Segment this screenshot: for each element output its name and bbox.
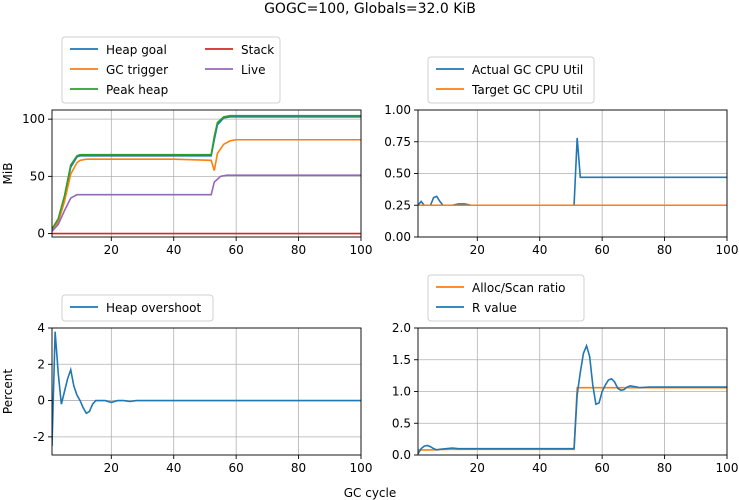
legend-label: Heap overshoot: [106, 301, 201, 315]
x-tick-label: 80: [657, 461, 672, 475]
series-line-gc-trigger: [52, 138, 361, 231]
x-tick-label: 40: [166, 461, 181, 475]
legend: Heap goal GC trigger Peak heap Stack Live: [61, 36, 281, 104]
x-tick-label: 80: [291, 461, 306, 475]
x-tick-label: 60: [595, 461, 610, 475]
series-line-heap-overshoot: [52, 331, 361, 446]
x-tick-label: 60: [229, 243, 244, 257]
x-tick-label: 20: [470, 243, 485, 257]
legend-label: GC trigger: [106, 63, 168, 77]
x-tick-label: 20: [104, 461, 119, 475]
y-axis-label: Percent: [1, 369, 15, 414]
x-tick-label: 40: [166, 243, 181, 257]
legend-box: [61, 294, 214, 322]
x-tick-label: 100: [350, 243, 373, 257]
chart-panel-3: 20 40 60 80 100 -2 0 2 4 Percent Heap overshoot: [1, 294, 373, 475]
y-tick-label: 2.0: [392, 321, 411, 335]
x-tick-label: 20: [104, 243, 119, 257]
series-line-peak-heap: [52, 114, 361, 230]
legend-box: [61, 36, 281, 104]
legend-label: R value: [472, 301, 517, 315]
x-tick-label: 60: [229, 461, 244, 475]
legend-label: Actual GC CPU Util: [472, 63, 583, 77]
x-tick-label: 40: [532, 461, 547, 475]
series-line-heap-goal: [52, 116, 361, 230]
y-tick-label: -2: [33, 430, 45, 444]
legend-label: Peak heap: [106, 83, 168, 97]
series-line-actual-gc-cpu-util: [418, 137, 727, 207]
x-tick-label: 20: [470, 461, 485, 475]
x-tick-label: 40: [532, 243, 547, 257]
legend-label: Heap goal: [106, 43, 167, 57]
y-tick-label: 0.5: [392, 416, 411, 430]
series-line-live: [52, 174, 361, 232]
chart-panel-2: 20 40 60 80 100 0.00 0.25 0.50 0.75 1.00 Actual GC…: [384, 56, 739, 257]
legend-box: [427, 274, 585, 322]
chart-panel-4: 20 40 60 80 100 0.0 0.5 1.0 1.5 2.0 Alloc/Scan rat…: [392, 274, 739, 475]
legend: Heap overshoot: [61, 294, 214, 322]
legend-label: Stack: [241, 43, 274, 57]
y-tick-label: 0: [37, 227, 45, 241]
legend: Alloc/Scan ratio R value: [427, 274, 585, 322]
x-tick-label: 80: [291, 243, 306, 257]
x-tick-label: 100: [716, 243, 739, 257]
legend: Actual GC CPU Util Target GC CPU Util: [427, 56, 595, 104]
series-line-r-value: [418, 343, 727, 455]
y-tick-label: 4: [37, 321, 45, 335]
y-tick-label: 0.25: [384, 198, 411, 212]
y-tick-label: 0.75: [384, 135, 411, 149]
chart-panel-1: 20 40 60 80 100 0 50 100 MiB Heap goal GC trigger P…: [1, 36, 373, 257]
legend-box: [427, 56, 595, 104]
series-line-alloc-scan-ratio: [418, 386, 727, 451]
legend-label: Target GC CPU Util: [471, 83, 583, 97]
x-tick-label: 60: [595, 243, 610, 257]
y-tick-label: 1.5: [392, 353, 411, 367]
y-tick-label: 0.50: [384, 167, 411, 181]
y-tick-label: 50: [30, 169, 45, 183]
legend-label: Alloc/Scan ratio: [472, 281, 566, 295]
plot-frame: [51, 327, 362, 456]
y-tick-label: 0.00: [384, 230, 411, 244]
y-tick-label: 0: [37, 394, 45, 408]
x-tick-label: 80: [657, 243, 672, 257]
y-tick-label: 100: [22, 112, 45, 126]
figure-title: GOGC=100, Globals=32.0 KiB: [264, 1, 476, 17]
legend-label: Live: [241, 63, 266, 77]
plot-frame: [51, 109, 362, 238]
x-axis-label: GC cycle: [344, 486, 397, 500]
y-axis-label: MiB: [1, 163, 15, 185]
x-tick-label: 100: [350, 461, 373, 475]
y-tick-label: 2: [37, 357, 45, 371]
y-tick-label: 1.00: [384, 103, 411, 117]
y-tick-label: 1.0: [392, 385, 411, 399]
x-tick-label: 100: [716, 461, 739, 475]
y-tick-label: 0.0: [392, 448, 411, 462]
